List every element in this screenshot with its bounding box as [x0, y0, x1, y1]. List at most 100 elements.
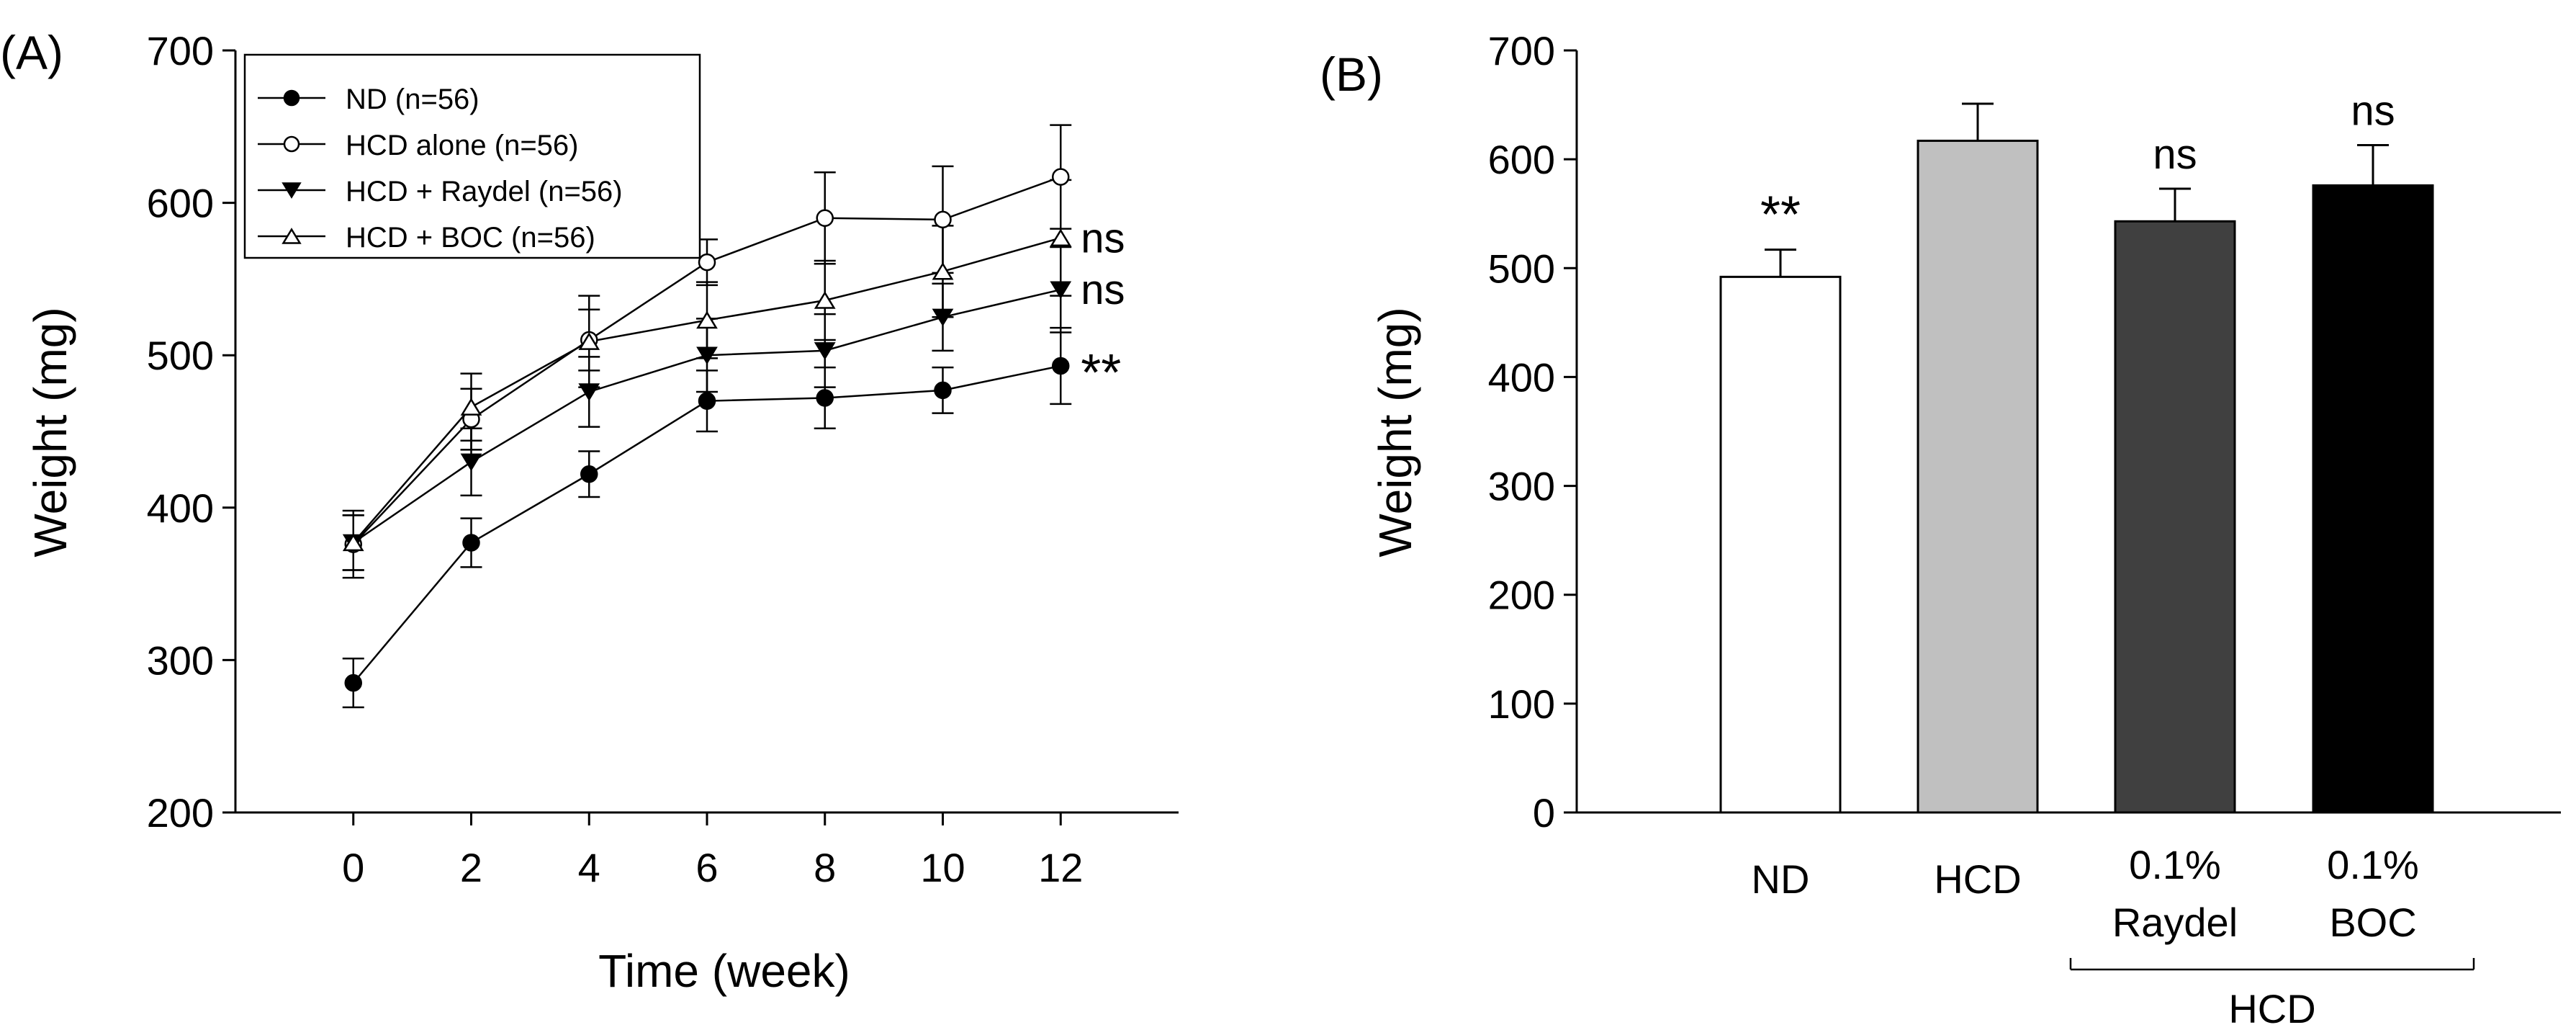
panel-a-legend-label: ND (n=56)	[346, 84, 479, 115]
panel-a-data-point	[578, 332, 600, 350]
panel-b-y-ticks: 0 100 200 300 400 500 600 700	[1488, 28, 1577, 836]
panel-a-data-point	[816, 389, 834, 407]
panel-b-annotation: ns	[2351, 87, 2395, 134]
panel-b-y-tick-label: 400	[1488, 354, 1555, 400]
panel-b-bar-group: ns	[2312, 87, 2434, 814]
panel-a-x-ticks: 0 2 4 6 8 10 12	[342, 812, 1083, 890]
panel-a-data-point	[1050, 228, 1072, 246]
panel-a-x-tick-label: 10	[920, 845, 965, 890]
panel-b-y-tick-label: 100	[1488, 681, 1555, 727]
panel-a-markers-2	[342, 281, 1072, 552]
panel-b-category-label: 0.1%	[2129, 842, 2221, 887]
panel-b-bar	[2312, 184, 2434, 814]
panel-a: (A) 200 300 400 500 600 700 0 2 4 6 8 10 12 Weight …	[0, 26, 1179, 997]
panel-a-data-point	[460, 398, 482, 416]
panel-a-legend-item: ND (n=56)	[258, 84, 479, 115]
panel-a-y-ticks: 200 300 400 500 600 700	[147, 28, 235, 836]
panel-b-category-label: ND	[1752, 856, 1810, 902]
panel-a-annotation: **	[1081, 344, 1121, 402]
panel-a-label: (A)	[0, 26, 63, 79]
panel-b-annotation: **	[1760, 187, 1801, 244]
panel-b-category-label: HCD	[1934, 856, 2021, 902]
panel-a-y-tick-label: 500	[147, 333, 214, 378]
panel-b-label: (B)	[1320, 48, 1383, 101]
panel-a-data-point	[578, 383, 600, 401]
panel-a-data-point	[814, 342, 836, 360]
panel-b-y-tick-label: 700	[1488, 28, 1555, 73]
panel-b-bar	[2114, 220, 2236, 814]
panel-b-group-bracket: HCD	[2069, 958, 2475, 1030]
panel-a-data-point	[462, 534, 480, 552]
panel-b-y-tick-label: 300	[1488, 464, 1555, 509]
panel-a-data-point	[814, 291, 836, 309]
panel-b-bar-group	[1917, 102, 2039, 814]
panel-a-data-point	[342, 533, 364, 552]
panel-b-bar-group: ns	[2114, 131, 2236, 814]
panel-a-y-tick-label: 600	[147, 181, 214, 226]
panel-b-group-label: HCD	[2228, 986, 2315, 1030]
panel-a-x-tick-label: 2	[460, 845, 482, 890]
panel-a-legend-label: HCD + Raydel (n=56)	[346, 176, 623, 207]
panel-a-legend-items: ND (n=56) HCD alone (n=56) HCD + Raydel (n…	[258, 84, 623, 254]
panel-b-category-sublabel: BOC	[2329, 900, 2416, 945]
panel-a-x-tick-label: 0	[342, 845, 364, 890]
panel-b-y-tick-label: 200	[1488, 573, 1555, 618]
panel-a-data-point	[283, 89, 300, 107]
panel-a-series	[342, 124, 1072, 709]
panel-a-legend-label: HCD alone (n=56)	[346, 130, 579, 161]
panel-b-y-tick-label: 500	[1488, 246, 1555, 291]
panel-b-y-tick-label: 0	[1533, 790, 1555, 836]
panel-a-legend-label: HCD + BOC (n=56)	[346, 222, 595, 254]
panel-a-data-point	[698, 253, 716, 272]
panel-b-bars: ** ns ns	[1719, 87, 2434, 814]
panel-a-y-axis-label: Weight (mg)	[24, 307, 76, 557]
panel-a-legend-item: HCD + BOC (n=56)	[258, 222, 595, 254]
panel-a-data-point	[696, 346, 718, 365]
panel-a-data-point	[1052, 357, 1070, 375]
panel-a-data-point	[282, 228, 302, 244]
panel-a-annotation: ns	[1081, 267, 1125, 313]
panel-a-data-point	[932, 261, 954, 280]
panel-b-category-label: 0.1%	[2327, 842, 2419, 887]
panel-a-x-tick-label: 12	[1038, 845, 1083, 890]
panel-b-bar	[1719, 275, 1842, 814]
panel-b-category-sublabel: Raydel	[2112, 900, 2238, 945]
panel-b-annotation: ns	[2153, 131, 2197, 178]
panel-a-y-tick-label: 300	[147, 637, 214, 683]
panel-a-data-point	[816, 209, 834, 228]
panel-a-x-tick-label: 8	[814, 845, 836, 890]
panel-a-x-axis-label: Time (week)	[598, 945, 850, 997]
panel-a-y-tick-label: 700	[147, 28, 214, 73]
panel-a-legend: ND (n=56) HCD alone (n=56) HCD + Raydel (n…	[243, 53, 701, 259]
panel-a-annotations: ns ns **	[1081, 215, 1125, 402]
panel-a-markers-0	[344, 357, 1070, 692]
panel-a-y-tick-label: 200	[147, 790, 214, 836]
panel-a-markers-3	[342, 228, 1072, 552]
panel-a-data-point	[698, 392, 716, 410]
panel-b-y-tick-label: 600	[1488, 137, 1555, 182]
panel-a-data-point	[1052, 168, 1070, 186]
panel-a-annotation: ns	[1081, 215, 1125, 261]
panel-a-data-point	[934, 381, 952, 400]
panel-a-data-point	[934, 210, 952, 229]
panel-a-legend-box	[243, 53, 701, 259]
panel-a-x-tick-label: 4	[578, 845, 600, 890]
panel-a-data-point	[1050, 281, 1072, 300]
panel-a-legend-item: HCD alone (n=56)	[258, 130, 579, 161]
panel-b-bar-group: **	[1719, 187, 1842, 814]
panel-a-data-point	[696, 310, 718, 329]
panel-a-data-point	[460, 453, 482, 472]
panel-b-y-axis-label: Weight (mg)	[1369, 307, 1421, 557]
panel-a-data-point	[282, 182, 302, 199]
panel-a-data-point	[283, 135, 300, 153]
panel-b-bar	[1917, 139, 2039, 814]
panel-a-data-point	[932, 308, 954, 327]
panel-a-legend-item: HCD + Raydel (n=56)	[258, 176, 623, 207]
panel-a-data-point	[344, 673, 362, 692]
panel-b-category-labels: ND HCD 0.1% Raydel 0.1% BOC	[1752, 842, 2419, 945]
panel-a-data-point	[580, 465, 598, 483]
panel-b: (B) 0 100 200 300 400 500 600 700 Weight (mg) *…	[1320, 28, 2561, 1030]
panel-a-y-tick-label: 400	[147, 485, 214, 531]
panel-a-x-tick-label: 6	[695, 845, 718, 890]
